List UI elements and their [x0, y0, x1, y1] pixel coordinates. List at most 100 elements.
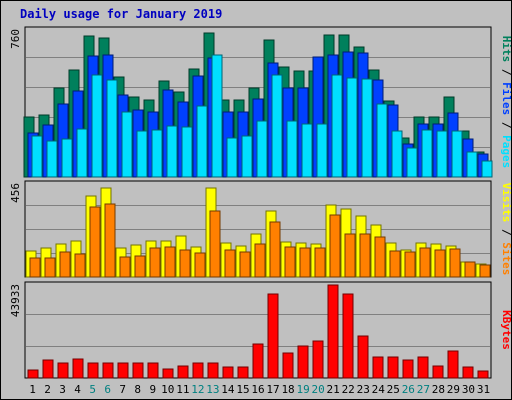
bar-sites-day-18 — [284, 246, 296, 278]
bar-sites-day-8 — [134, 255, 146, 278]
bar-pages-day-27 — [421, 129, 433, 178]
bar-kbytes-day-30 — [462, 366, 474, 379]
x-tick-label-day-24: 24 — [372, 383, 386, 396]
x-tick-label-day-3: 3 — [59, 383, 66, 396]
bar-sites-day-1 — [29, 257, 41, 278]
x-tick-label-day-29: 29 — [447, 383, 460, 396]
y-max-label: 43933 — [9, 284, 22, 317]
bar-sites-day-15 — [239, 251, 251, 278]
bar-pages-day-19 — [301, 123, 313, 178]
bar-kbytes-day-2 — [42, 359, 54, 379]
bar-kbytes-day-4 — [72, 358, 84, 379]
x-tick-label-day-27: 27 — [417, 383, 430, 396]
bar-sites-day-12 — [194, 252, 206, 278]
bar-sites-day-20 — [314, 247, 326, 278]
bar-pages-day-18 — [286, 120, 298, 178]
chart-title: Daily usage for January 2019 — [20, 7, 223, 21]
legend-item-kbytes: KBytes — [500, 310, 511, 350]
bar-kbytes-day-6 — [102, 362, 114, 379]
bar-sites-day-29 — [449, 248, 461, 278]
x-tick-label-day-19: 19 — [296, 383, 309, 396]
bar-sites-day-31 — [479, 264, 491, 278]
x-tick-label-day-1: 1 — [29, 383, 36, 396]
bar-pages-day-11 — [181, 126, 193, 178]
y-max-label: 760 — [9, 29, 22, 49]
bar-kbytes-day-21 — [327, 284, 339, 379]
bar-pages-day-16 — [256, 120, 268, 178]
bar-kbytes-day-15 — [237, 366, 249, 379]
bar-kbytes-day-17 — [267, 293, 279, 379]
x-tick-label-day-8: 8 — [134, 383, 141, 396]
bar-sites-day-25 — [389, 250, 401, 278]
bar-pages-day-13 — [211, 54, 223, 178]
x-tick-label-day-23: 23 — [357, 383, 370, 396]
bar-kbytes-day-19 — [297, 345, 309, 379]
x-tick-label-day-18: 18 — [281, 383, 294, 396]
bar-pages-day-6 — [106, 79, 118, 178]
bar-sites-day-16 — [254, 243, 266, 278]
bar-pages-day-31 — [481, 160, 493, 178]
x-tick-label-day-26: 26 — [402, 383, 415, 396]
bar-kbytes-day-9 — [147, 362, 159, 379]
legend-kbytes: KBytes — [500, 310, 511, 350]
bar-sites-day-6 — [104, 203, 116, 278]
x-tick-label-day-15: 15 — [236, 383, 249, 396]
bar-sites-day-9 — [149, 247, 161, 278]
bar-kbytes-day-25 — [387, 356, 399, 379]
bar-sites-day-10 — [164, 246, 176, 278]
bar-kbytes-day-31 — [477, 370, 489, 379]
bar-kbytes-day-3 — [57, 362, 69, 379]
x-tick-label-day-5: 5 — [89, 383, 96, 396]
bar-kbytes-day-27 — [417, 356, 429, 379]
x-tick-label-day-4: 4 — [74, 383, 81, 396]
bar-kbytes-day-1 — [27, 369, 39, 379]
bar-pages-day-29 — [451, 130, 463, 178]
bar-pages-day-14 — [226, 137, 238, 178]
x-tick-label-day-11: 11 — [176, 383, 189, 396]
bar-sites-day-2 — [44, 257, 56, 278]
bar-pages-day-17 — [271, 74, 283, 178]
bar-pages-day-28 — [436, 130, 448, 178]
x-tick-label-day-21: 21 — [327, 383, 340, 396]
legend-item-visits: Visits — [500, 183, 511, 223]
bar-sites-day-5 — [89, 206, 101, 278]
bar-pages-day-15 — [241, 135, 253, 178]
bar-kbytes-day-29 — [447, 350, 459, 379]
bar-pages-day-2 — [46, 140, 58, 178]
bar-sites-day-23 — [359, 233, 371, 278]
legend-item-hits: Hits — [500, 36, 511, 63]
bar-kbytes-day-5 — [87, 362, 99, 379]
x-tick-label-day-30: 30 — [462, 383, 475, 396]
bar-sites-day-17 — [269, 221, 281, 278]
bar-pages-day-4 — [76, 128, 88, 178]
bar-sites-day-30 — [464, 261, 476, 278]
bar-pages-day-7 — [121, 111, 133, 178]
legend-visits-sites: Visits / Sites — [500, 183, 511, 276]
bar-sites-day-22 — [344, 233, 356, 278]
bar-kbytes-day-20 — [312, 340, 324, 379]
bar-kbytes-day-12 — [192, 362, 204, 379]
bar-kbytes-day-10 — [162, 368, 174, 379]
bar-pages-day-12 — [196, 105, 208, 178]
bar-kbytes-day-24 — [372, 356, 384, 379]
bar-kbytes-day-16 — [252, 343, 264, 379]
x-tick-label-day-13: 13 — [206, 383, 219, 396]
x-tick-label-day-12: 12 — [191, 383, 204, 396]
x-tick-label-day-6: 6 — [104, 383, 111, 396]
bar-sites-day-11 — [179, 249, 191, 278]
bar-kbytes-day-13 — [207, 362, 219, 379]
x-tick-label-day-17: 17 — [266, 383, 279, 396]
bar-kbytes-day-11 — [177, 365, 189, 379]
bar-sites-day-26 — [404, 251, 416, 278]
bar-pages-day-8 — [136, 130, 148, 178]
x-tick-label-day-7: 7 — [119, 383, 126, 396]
bar-kbytes-day-14 — [222, 366, 234, 379]
bar-sites-day-14 — [224, 249, 236, 278]
bar-kbytes-day-26 — [402, 359, 414, 379]
x-tick-label-day-22: 22 — [342, 383, 355, 396]
bar-sites-day-24 — [374, 236, 386, 278]
bar-pages-day-26 — [406, 147, 418, 178]
x-tick-label-day-31: 31 — [477, 383, 490, 396]
